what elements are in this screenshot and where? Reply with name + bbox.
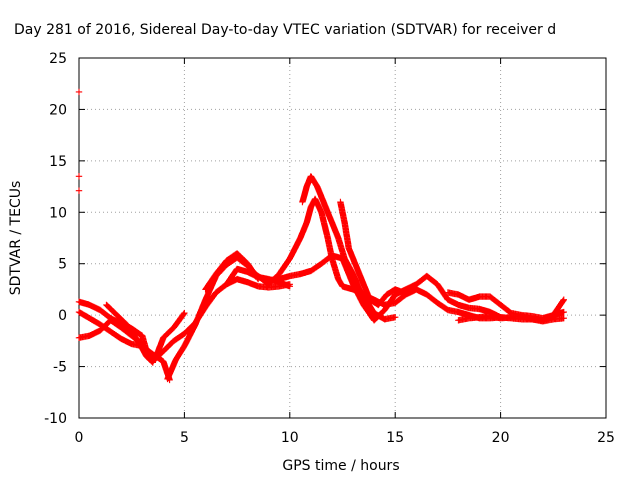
y-tick-label: 15 bbox=[49, 154, 67, 170]
series-markers bbox=[75, 173, 83, 180]
series-markers bbox=[299, 173, 399, 323]
data-series-12 bbox=[75, 88, 83, 96]
series-markers bbox=[455, 313, 567, 325]
series-markers bbox=[103, 301, 156, 366]
series-markers bbox=[75, 308, 173, 384]
y-tick-label: 5 bbox=[58, 257, 67, 273]
x-tick-label: 5 bbox=[180, 430, 189, 446]
data-series-13 bbox=[75, 173, 83, 180]
y-axis-title: SDTVAR / TECUs bbox=[8, 181, 24, 296]
y-tick-label: 25 bbox=[49, 51, 67, 67]
data-series bbox=[75, 88, 567, 384]
series-markers bbox=[337, 198, 407, 309]
x-tick-label: 20 bbox=[492, 430, 510, 446]
x-tick-label: 25 bbox=[597, 430, 615, 446]
data-series-11 bbox=[455, 313, 567, 325]
x-tick-label: 10 bbox=[281, 430, 299, 446]
y-tick-label: 0 bbox=[58, 308, 67, 324]
x-tick-label: 15 bbox=[386, 430, 404, 446]
data-series-2 bbox=[75, 308, 173, 384]
series-markers bbox=[75, 187, 83, 194]
plot-frame bbox=[78, 57, 607, 419]
y-tick-label: 20 bbox=[49, 102, 67, 118]
x-axis-title: GPS time / hours bbox=[282, 458, 399, 474]
x-tick-label: 0 bbox=[75, 430, 84, 446]
y-tick-label: -5 bbox=[53, 360, 67, 376]
y-tick-label: -10 bbox=[44, 411, 67, 427]
grid bbox=[79, 58, 606, 418]
axis-ticks: 0 5 10 15 20 25 -10 -5 0 5 10 15 20 25 bbox=[44, 51, 615, 446]
data-series-7 bbox=[299, 173, 399, 323]
data-series-8 bbox=[337, 198, 407, 309]
series-markers bbox=[223, 265, 293, 290]
data-series-9 bbox=[223, 265, 293, 290]
chart-title: Day 281 of 2016, Sidereal Day-to-day VTE… bbox=[14, 22, 556, 38]
data-series-14 bbox=[75, 187, 83, 194]
y-tick-label: 10 bbox=[49, 205, 67, 221]
data-series-3 bbox=[103, 301, 156, 366]
series-markers bbox=[75, 88, 83, 96]
